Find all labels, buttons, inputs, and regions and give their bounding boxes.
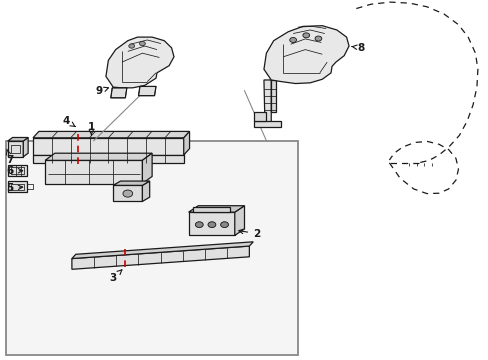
Text: 5: 5	[6, 183, 22, 193]
Text: 3: 3	[109, 270, 122, 283]
Text: 7: 7	[6, 149, 14, 165]
Polygon shape	[234, 206, 244, 235]
Circle shape	[139, 41, 145, 46]
Circle shape	[314, 36, 321, 41]
Polygon shape	[45, 160, 142, 184]
Polygon shape	[113, 185, 142, 202]
Polygon shape	[8, 181, 27, 192]
Polygon shape	[142, 181, 149, 202]
Circle shape	[220, 222, 228, 228]
Polygon shape	[188, 212, 234, 235]
Circle shape	[195, 222, 203, 228]
Polygon shape	[33, 138, 183, 155]
Polygon shape	[111, 88, 126, 98]
Text: 2: 2	[238, 229, 260, 239]
Text: 1: 1	[87, 122, 95, 135]
Bar	[6, 141, 297, 355]
Polygon shape	[33, 131, 189, 138]
Circle shape	[128, 44, 134, 48]
Polygon shape	[106, 37, 174, 88]
Text: 6: 6	[6, 166, 22, 176]
Polygon shape	[8, 138, 28, 141]
Text: 8: 8	[351, 43, 364, 53]
Polygon shape	[138, 86, 156, 96]
Polygon shape	[183, 131, 189, 155]
Polygon shape	[113, 181, 149, 185]
Circle shape	[302, 33, 309, 38]
Text: 9: 9	[95, 86, 108, 96]
Polygon shape	[264, 80, 271, 123]
Polygon shape	[72, 242, 253, 258]
Polygon shape	[254, 121, 281, 127]
Circle shape	[122, 190, 132, 197]
Polygon shape	[45, 153, 152, 160]
Polygon shape	[142, 153, 152, 184]
Polygon shape	[193, 207, 229, 212]
Polygon shape	[8, 165, 27, 176]
Polygon shape	[72, 246, 249, 269]
Polygon shape	[33, 155, 183, 163]
Polygon shape	[23, 138, 28, 157]
Polygon shape	[264, 26, 348, 84]
Polygon shape	[254, 112, 266, 121]
Polygon shape	[188, 206, 244, 212]
Text: 4: 4	[62, 116, 75, 127]
Circle shape	[289, 37, 296, 42]
Polygon shape	[8, 141, 23, 157]
Circle shape	[207, 222, 215, 228]
Polygon shape	[271, 80, 276, 112]
